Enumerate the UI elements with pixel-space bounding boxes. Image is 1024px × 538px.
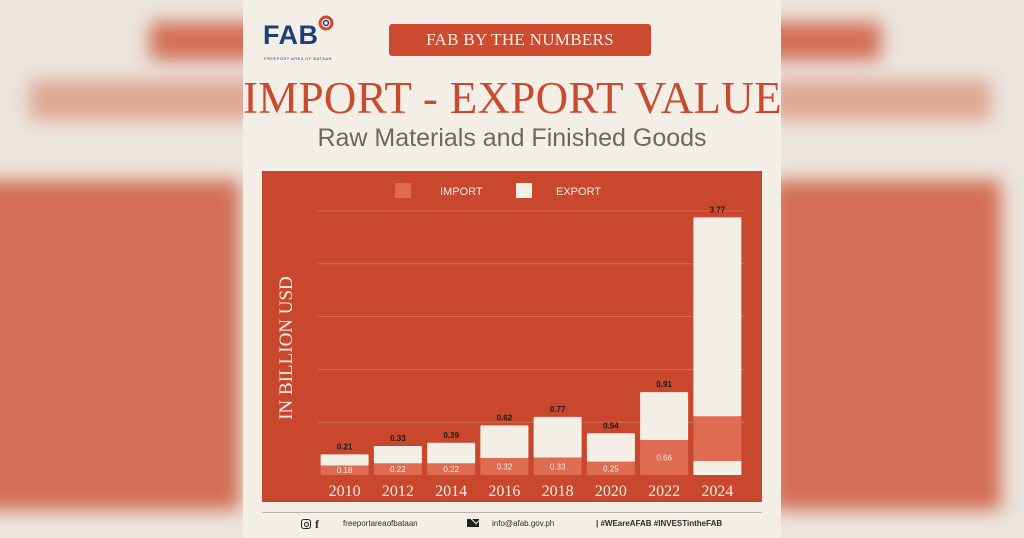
bar-import-base-2024 bbox=[693, 461, 742, 475]
data-label-export-2020: 0.54 bbox=[603, 421, 619, 430]
logo-text: FAB bbox=[263, 20, 319, 50]
bar-import-2018 bbox=[533, 457, 582, 475]
bar-export-2014 bbox=[427, 442, 476, 464]
stacked-bar-chart: IN BILLION USD IMPORT EXPORT 0.21 0.18 2010 0.… bbox=[276, 183, 744, 500]
bar-import-2022 bbox=[640, 440, 689, 475]
chart-panel: IN BILLION USD IMPORT EXPORT 0.21 0.18 2010 0.… bbox=[262, 171, 762, 502]
data-label-export-2024: 3.77 bbox=[710, 205, 726, 214]
x-tick-2014: 2014 bbox=[435, 483, 467, 500]
data-label-import-2010: 0.18 bbox=[337, 466, 353, 475]
legend-import-swatch bbox=[395, 183, 411, 198]
x-tick-2010: 2010 bbox=[329, 483, 361, 500]
social-icons: f bbox=[301, 517, 319, 531]
data-label-export-2012: 0.33 bbox=[390, 434, 406, 443]
hashtags: | #WEareAFAB #INVESTintheFAB bbox=[596, 519, 723, 528]
email-address: info@afab.gov.ph bbox=[492, 519, 555, 528]
x-tick-2012: 2012 bbox=[382, 483, 414, 500]
mail-icon bbox=[467, 519, 479, 527]
chart-title: IMPORT - EXPORT VALUE bbox=[243, 73, 782, 123]
legend-export-swatch bbox=[516, 183, 532, 198]
data-label-import-2020: 0.25 bbox=[603, 464, 619, 473]
legend-export-label: EXPORT bbox=[556, 186, 601, 198]
fab-logo: FAB FREEPORT AREA OF BATAAN bbox=[263, 15, 353, 66]
bar-export-2016 bbox=[480, 425, 529, 459]
data-label-import-2016: 0.32 bbox=[497, 463, 513, 472]
facebook-icon: f bbox=[315, 517, 319, 531]
x-tick-2024: 2024 bbox=[701, 483, 733, 500]
bar-import-2016 bbox=[480, 458, 529, 475]
bar-export-2018 bbox=[533, 416, 582, 458]
data-label-import-2022: 0.66 bbox=[656, 454, 672, 463]
logo-swirl-icon bbox=[318, 15, 334, 31]
bar-import-2014 bbox=[427, 463, 476, 475]
banner: FAB BY THE NUMBERS bbox=[389, 24, 651, 56]
x-tick-2016: 2016 bbox=[488, 483, 520, 500]
data-label-export-2022: 0.91 bbox=[656, 380, 672, 389]
infographic-poster: FAB FREEPORT AREA OF BATAAN FAB BY THE N… bbox=[243, 0, 782, 538]
bar-import-2012 bbox=[373, 463, 422, 475]
data-label-export-2010: 0.21 bbox=[337, 442, 353, 451]
data-label-import-2018: 0.33 bbox=[550, 462, 566, 471]
data-label-import-2012: 0.22 bbox=[390, 465, 406, 474]
background-right bbox=[781, 0, 1024, 538]
bar-export-2024 bbox=[693, 217, 742, 417]
legend-import-label: IMPORT bbox=[440, 186, 483, 198]
x-tick-2018: 2018 bbox=[542, 483, 574, 500]
bar-export-2022 bbox=[640, 392, 689, 441]
x-tick-2020: 2020 bbox=[595, 483, 627, 500]
data-label-export-2014: 0.39 bbox=[443, 431, 459, 440]
footer: f freeportareaofbataan info@afab.gov.ph … bbox=[243, 516, 781, 534]
bar-export-2010 bbox=[320, 454, 369, 466]
bar-export-2020 bbox=[586, 433, 635, 462]
background-left bbox=[0, 0, 243, 538]
chart-subtitle: Raw Materials and Finished Goods bbox=[317, 124, 707, 152]
data-label-export-2018: 0.77 bbox=[550, 405, 566, 414]
email-contact bbox=[467, 519, 479, 527]
bar-export-2012 bbox=[373, 445, 422, 464]
x-tick-2022: 2022 bbox=[648, 483, 680, 500]
bar-import-2010 bbox=[320, 465, 369, 475]
instagram-icon bbox=[301, 519, 311, 529]
data-label-export-2016: 0.62 bbox=[497, 413, 513, 422]
bar-import-2020 bbox=[586, 461, 635, 475]
footer-divider bbox=[262, 512, 762, 513]
y-axis-label: IN BILLION USD bbox=[276, 276, 297, 420]
data-label-import-2014: 0.22 bbox=[443, 465, 459, 474]
social-handle: freeportareaofbataan bbox=[343, 519, 418, 528]
logo-subtext: FREEPORT AREA OF BATAAN bbox=[264, 56, 332, 61]
